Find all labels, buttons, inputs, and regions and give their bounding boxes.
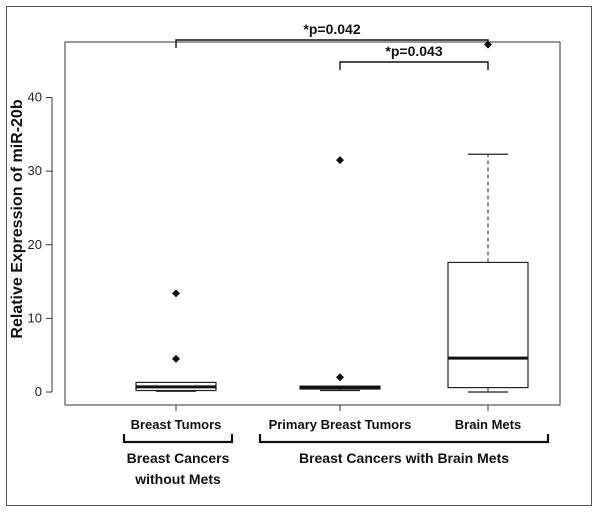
x-tick-label: Primary Breast Tumors <box>269 417 412 432</box>
plot-area <box>64 41 561 406</box>
outlier-point <box>172 354 180 363</box>
y-tick-label: 10 <box>28 310 42 325</box>
x-tick-label: Breast Tumors <box>131 417 222 432</box>
x-tick-label: Brain Mets <box>455 417 521 432</box>
outlier-point <box>336 373 344 382</box>
significance-bracket <box>175 39 489 48</box>
y-tick-label: 20 <box>28 237 42 252</box>
figure-frame <box>6 6 592 506</box>
significance-bracket <box>339 61 489 70</box>
group-label: Breast Cancers with Brain Mets <box>299 450 509 466</box>
p-value-label: *p=0.043 <box>385 43 442 59</box>
group-bracket <box>258 434 550 444</box>
y-axis-label: Relative Expression of miR-20b <box>9 99 26 338</box>
p-value-label: *p=0.042 <box>303 21 360 37</box>
y-tick-label: 40 <box>28 90 42 105</box>
y-tick-label: 0 <box>35 384 42 399</box>
outlier-point <box>336 156 344 165</box>
box <box>447 261 529 389</box>
y-tick-label: 30 <box>28 163 42 178</box>
group-bracket <box>122 434 234 444</box>
outlier-point <box>172 289 180 298</box>
group-label: Breast Cancers <box>127 450 230 466</box>
group-label: without Mets <box>134 471 221 487</box>
